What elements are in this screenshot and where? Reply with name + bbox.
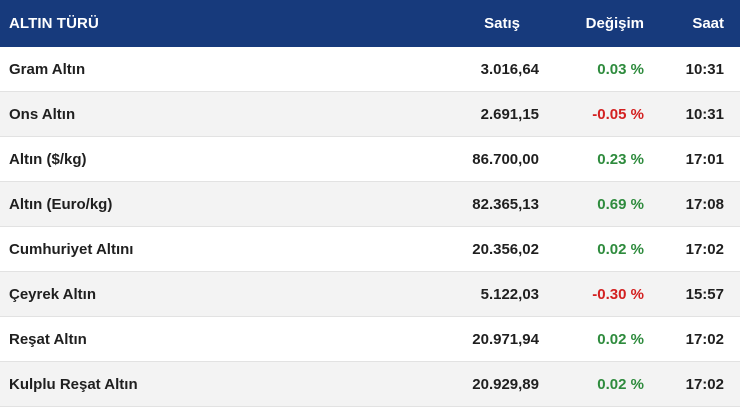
row-change: 0.02 % xyxy=(597,330,644,348)
row-sale: 82.365,13 xyxy=(472,195,539,213)
table-row[interactable]: Kulplu Reşat Altın 20.929,89 0.02 % 17:0… xyxy=(0,362,740,407)
row-time: 17:02 xyxy=(685,375,724,393)
table-row[interactable]: Reşat Altın 20.971,94 0.02 % 17:02 xyxy=(0,317,740,362)
header-time[interactable]: Saat xyxy=(692,15,724,32)
header-change[interactable]: Değişim xyxy=(585,15,644,32)
row-sale: 20.971,94 xyxy=(472,330,539,348)
row-change: 0.03 % xyxy=(597,60,644,78)
row-name: Reşat Altın xyxy=(9,330,87,348)
row-change: -0.30 % xyxy=(592,285,644,303)
header-type[interactable]: ALTIN TÜRÜ xyxy=(9,15,99,32)
row-time: 17:01 xyxy=(685,150,724,168)
row-time: 17:02 xyxy=(685,330,724,348)
row-sale: 86.700,00 xyxy=(472,150,539,168)
table-row[interactable]: Cumhuriyet Altını 20.356,02 0.02 % 17:02 xyxy=(0,227,740,272)
row-name: Cumhuriyet Altını xyxy=(9,240,134,258)
header-sale[interactable]: Satış xyxy=(484,15,520,32)
table-row[interactable]: Çeyrek Altın 5.122,03 -0.30 % 15:57 xyxy=(0,272,740,317)
table-row[interactable]: Gram Altın 3.016,64 0.03 % 10:31 xyxy=(0,47,740,92)
row-name: Ons Altın xyxy=(9,105,76,123)
row-change: 0.23 % xyxy=(597,150,644,168)
row-time: 17:02 xyxy=(685,240,724,258)
row-time: 10:31 xyxy=(685,60,724,78)
row-name: Kulplu Reşat Altın xyxy=(9,375,138,393)
row-change: -0.05 % xyxy=(592,105,644,123)
row-name: Gram Altın xyxy=(9,60,86,78)
row-change: 0.02 % xyxy=(597,240,644,258)
row-time: 10:31 xyxy=(685,105,724,123)
row-time: 15:57 xyxy=(685,285,724,303)
table-row[interactable]: Altın ($/kg) 86.700,00 0.23 % 17:01 xyxy=(0,137,740,182)
row-sale: 20.356,02 xyxy=(472,240,539,258)
row-name: Altın (Euro/kg) xyxy=(9,195,113,213)
row-change: 0.69 % xyxy=(597,195,644,213)
row-name: Çeyrek Altın xyxy=(9,285,96,303)
table-row[interactable]: Altın (Euro/kg) 82.365,13 0.69 % 17:08 xyxy=(0,182,740,227)
table-header: ALTIN TÜRÜ Satış Değişim Saat xyxy=(0,0,740,47)
row-sale: 2.691,15 xyxy=(480,105,539,123)
row-sale: 3.016,64 xyxy=(480,60,539,78)
row-name: Altın ($/kg) xyxy=(9,150,87,168)
row-sale: 20.929,89 xyxy=(472,375,539,393)
table-row[interactable]: Ons Altın 2.691,15 -0.05 % 10:31 xyxy=(0,92,740,137)
row-time: 17:08 xyxy=(685,195,724,213)
row-sale: 5.122,03 xyxy=(480,285,539,303)
row-change: 0.02 % xyxy=(597,375,644,393)
